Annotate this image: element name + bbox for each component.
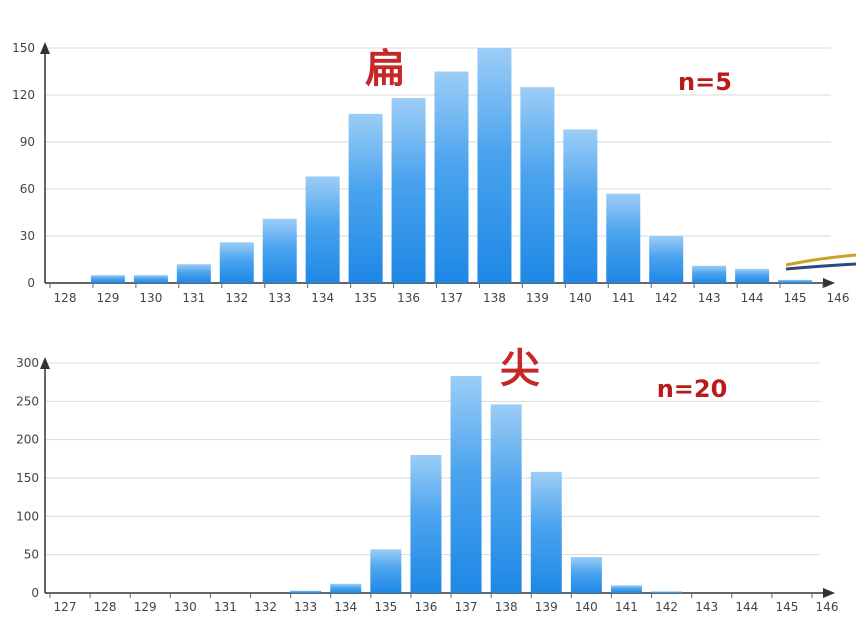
y-axis-arrow [40, 42, 50, 54]
bar [477, 48, 512, 283]
bar [348, 113, 383, 283]
x-tick-label: 143 [698, 291, 721, 305]
annotation-n-top: n=5 [678, 68, 732, 96]
x-tick-label: 132 [254, 600, 277, 614]
bar [391, 98, 426, 283]
bar [330, 583, 362, 593]
x-axis-arrow [823, 278, 835, 288]
y-tick-label: 50 [24, 548, 39, 562]
y-tick-label: 150 [16, 471, 39, 485]
y-tick-label: 0 [31, 586, 39, 600]
x-tick-label: 140 [569, 291, 592, 305]
y-tick-label: 30 [20, 229, 35, 243]
bar [530, 471, 562, 593]
x-tick-label: 132 [225, 291, 248, 305]
x-tick-label: 130 [174, 600, 197, 614]
y-axis-arrow [40, 357, 50, 369]
chart-top: 0 30 60 90 120 150 128 129 130 131 132 133 134 135 136… [12, 41, 849, 305]
x-tick-label: 135 [354, 291, 377, 305]
annotation-n-bottom: n=20 [657, 375, 728, 403]
y-tick-label: 0 [27, 276, 35, 290]
bar [176, 264, 211, 283]
x-tick-label: 142 [655, 291, 678, 305]
edge-curve-decoration [785, 253, 856, 271]
x-tick-label: 139 [526, 291, 549, 305]
bar [570, 556, 602, 593]
y-tick-label: 200 [16, 433, 39, 447]
bar [520, 87, 555, 284]
bar [262, 218, 297, 283]
bar [219, 242, 254, 283]
bar [735, 268, 770, 283]
bar [651, 591, 683, 593]
x-tick-label: 141 [612, 291, 635, 305]
bar [434, 71, 469, 283]
y-tick-label: 150 [12, 41, 35, 55]
x-tick-label: 137 [440, 291, 463, 305]
x-tick-label: 146 [816, 600, 839, 614]
y-tick-label: 300 [16, 356, 39, 370]
bar [610, 585, 642, 593]
x-tick-label: 136 [397, 291, 420, 305]
annotation-flat: 扁 [365, 45, 405, 92]
x-tick-label: 138 [495, 600, 518, 614]
x-tick-label: 131 [182, 291, 205, 305]
y-tick-label: 100 [16, 509, 39, 523]
bar [490, 404, 522, 593]
x-tick-label: 144 [741, 291, 764, 305]
bar [692, 265, 727, 283]
x-tick-label: 146 [827, 291, 850, 305]
x-tick-label: 128 [54, 291, 77, 305]
x-tick-label: 131 [214, 600, 237, 614]
x-tick-label: 144 [735, 600, 758, 614]
bar [133, 275, 168, 283]
x-tick-label: 129 [134, 600, 157, 614]
y-tick-label: 60 [20, 182, 35, 196]
bar [410, 455, 442, 593]
x-tick-label: 140 [575, 600, 598, 614]
x-axis-arrow [823, 588, 835, 598]
x-tick-label: 128 [94, 600, 117, 614]
x-tick-label: 136 [414, 600, 437, 614]
x-tick-label: 133 [294, 600, 317, 614]
x-tick-label: 127 [54, 600, 77, 614]
bar [370, 549, 402, 593]
x-tick-label: 138 [483, 291, 506, 305]
x-tick-label: 139 [535, 600, 558, 614]
y-tick-label: 120 [12, 88, 35, 102]
x-tick-label: 129 [96, 291, 119, 305]
x-tick-label: 145 [775, 600, 798, 614]
annotation-sharp: 尖 [500, 345, 540, 392]
bar [563, 129, 598, 283]
chart-bottom: 0 50 100 150 200 250 300 127 128 129 130 131 132 133 1… [16, 356, 838, 614]
y-tick-label: 90 [20, 135, 35, 149]
bar [305, 176, 340, 283]
x-tick-label: 141 [615, 600, 638, 614]
x-tick-label: 145 [784, 291, 807, 305]
x-tick-label: 134 [311, 291, 334, 305]
x-tick-label: 130 [139, 291, 162, 305]
x-tick-label: 137 [455, 600, 478, 614]
bar [649, 236, 684, 283]
x-tick-label: 135 [374, 600, 397, 614]
bar [778, 279, 813, 283]
bar [606, 193, 641, 283]
y-tick-label: 250 [16, 394, 39, 408]
bar [450, 376, 482, 593]
x-tick-label: 142 [655, 600, 678, 614]
x-tick-label: 134 [334, 600, 357, 614]
bar [290, 590, 322, 593]
bar [90, 275, 125, 283]
x-tick-label: 143 [695, 600, 718, 614]
x-tick-label: 133 [268, 291, 291, 305]
